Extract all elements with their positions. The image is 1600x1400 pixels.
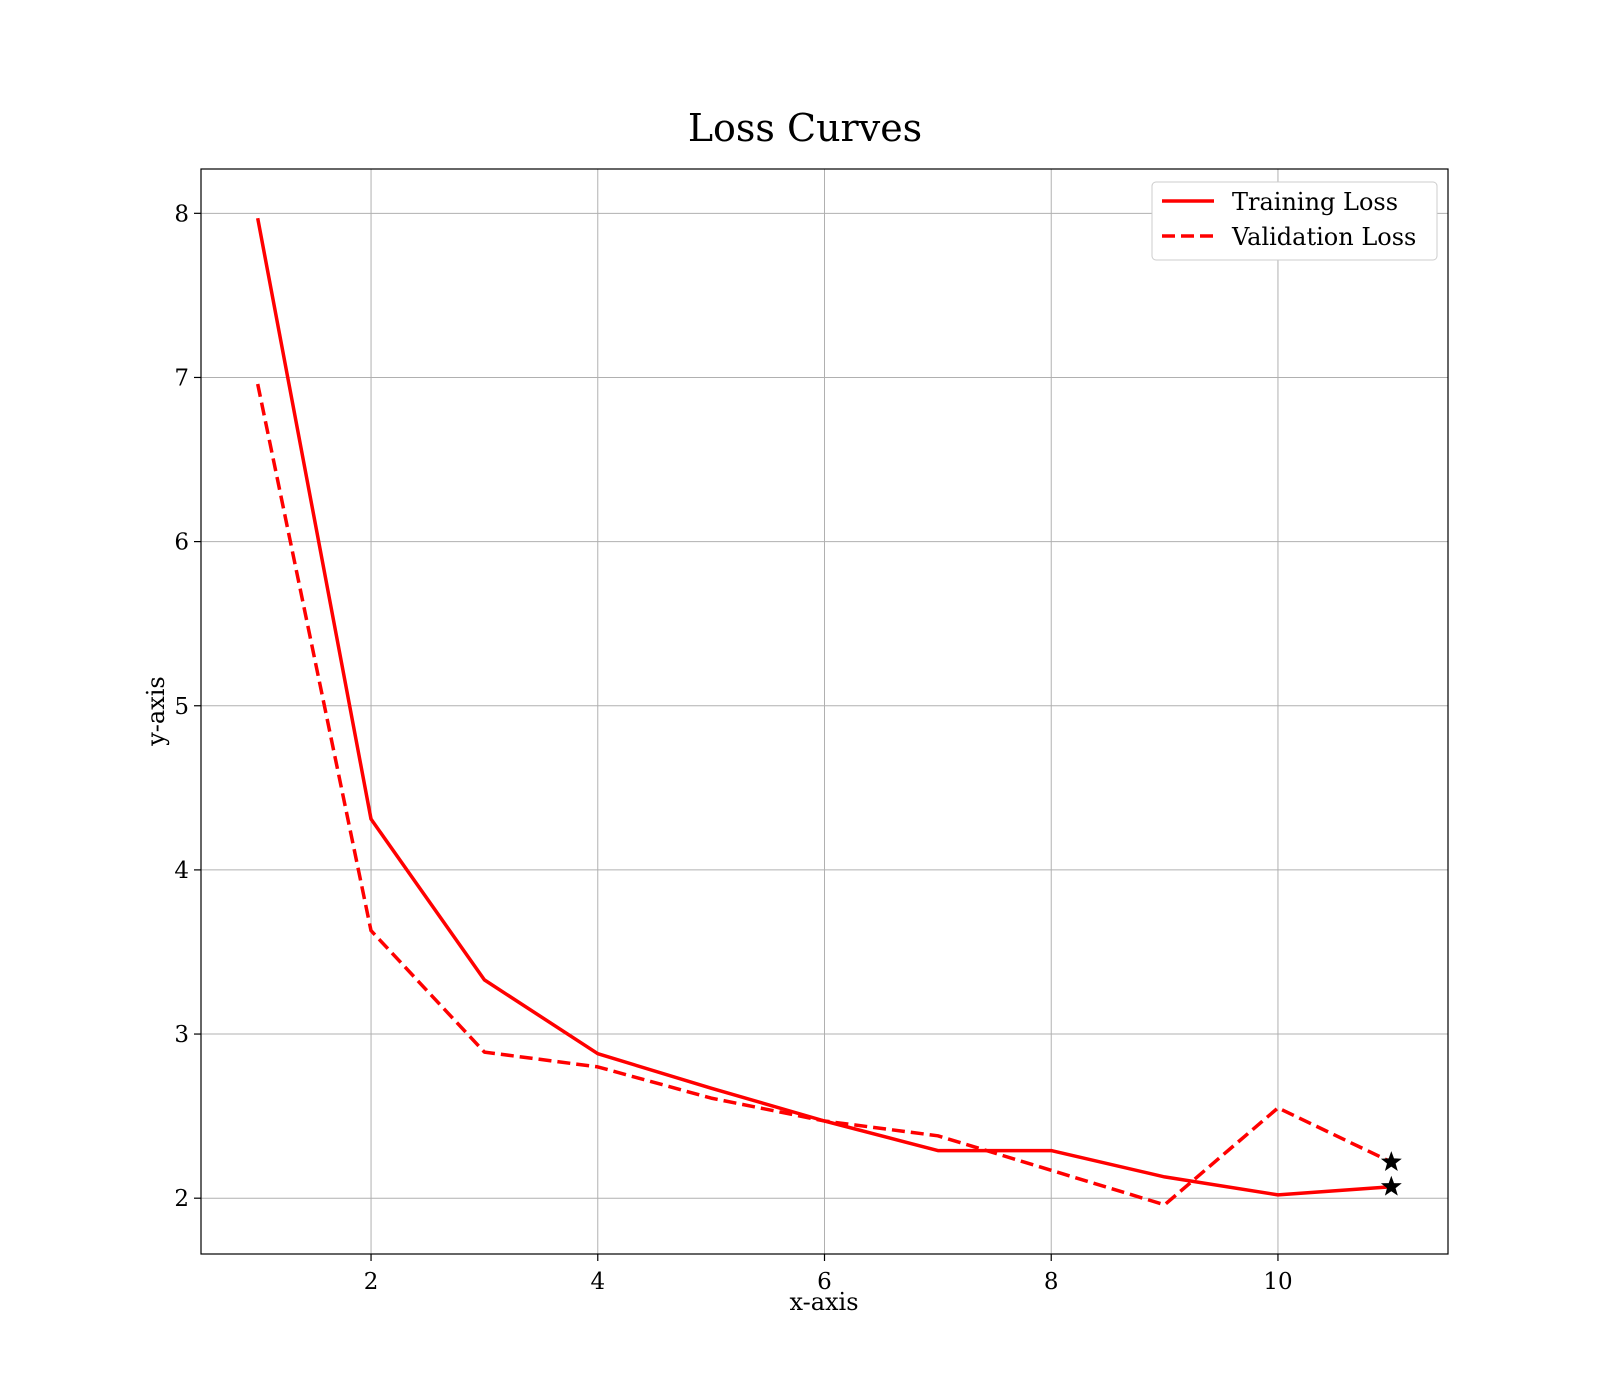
grid: [201, 169, 1448, 1254]
x-tick-label: 8: [1044, 1269, 1059, 1295]
x-axis-label: x-axis: [789, 1288, 858, 1316]
y-tick-label: 2: [174, 1186, 189, 1212]
chart-title: Loss Curves: [688, 106, 922, 150]
y-tick-label: 3: [174, 1022, 189, 1048]
x-tick-label: 2: [364, 1269, 379, 1295]
x-tick-label: 4: [590, 1269, 605, 1295]
legend: Training Loss Validation Loss: [1151, 181, 1438, 261]
axis-ticks: 2 4 6 8 10 2 3 4 5 6 7 8: [174, 201, 1292, 1295]
legend-label-training: Training Loss: [1232, 188, 1398, 216]
x-tick-label: 6: [817, 1269, 832, 1295]
y-axis-label: y-axis: [142, 676, 170, 747]
y-tick-label: 6: [174, 530, 189, 556]
x-tick-label: 10: [1263, 1269, 1292, 1295]
y-tick-label: 4: [174, 858, 189, 884]
validation-loss-line: [255, 383, 1393, 1207]
end-markers: [1380, 1151, 1402, 1196]
star-icon: [1380, 1151, 1402, 1171]
star-icon: [1380, 1175, 1402, 1196]
y-tick-label: 5: [174, 694, 189, 720]
legend-label-validation: Validation Loss: [1231, 223, 1416, 251]
series-lines: [255, 217, 1393, 1207]
y-tick-label: 7: [174, 365, 189, 391]
legend-box: [1151, 181, 1438, 261]
y-tick-label: 8: [174, 201, 189, 227]
